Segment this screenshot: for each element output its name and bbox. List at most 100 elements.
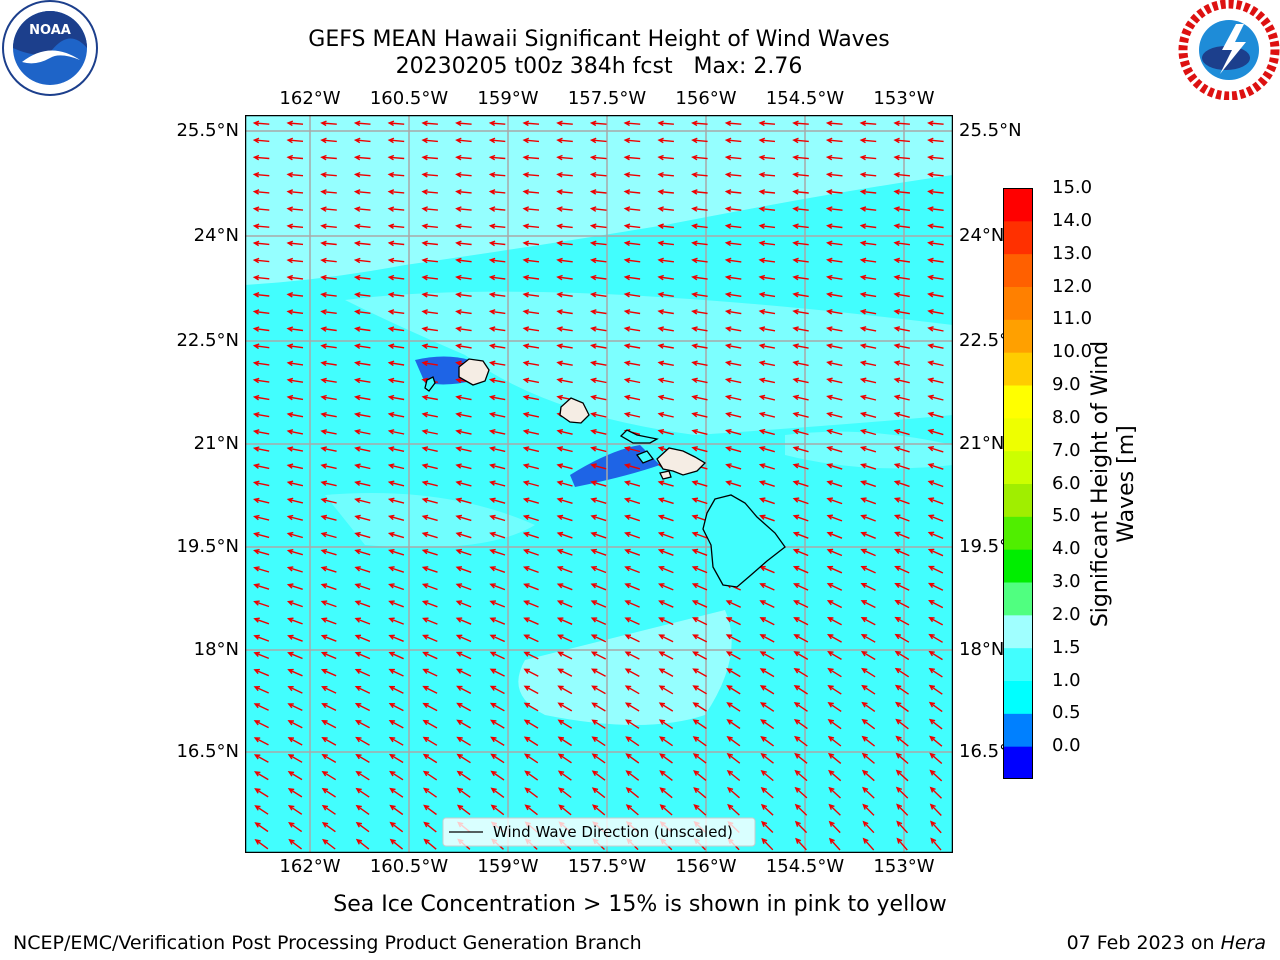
wind-wave-arrow bbox=[657, 377, 674, 384]
wind-wave-arrow bbox=[825, 120, 843, 127]
wind-wave-arrow bbox=[455, 240, 472, 247]
wind-wave-arrow bbox=[927, 343, 944, 349]
wind-wave-arrow bbox=[286, 240, 304, 247]
wind-wave-arrow bbox=[590, 463, 607, 470]
wind-wave-arrow bbox=[388, 600, 404, 608]
wind-wave-arrow bbox=[252, 429, 270, 435]
wind-wave-arrow bbox=[927, 206, 944, 212]
colorbar-tick: 2.0 bbox=[1052, 603, 1081, 625]
wind-wave-arrow bbox=[861, 752, 875, 764]
wind-wave-arrow bbox=[590, 548, 607, 556]
wind-wave-arrow bbox=[523, 634, 539, 643]
wind-wave-arrow bbox=[286, 360, 304, 367]
wind-wave-arrow bbox=[893, 343, 910, 349]
wind-wave-arrow bbox=[623, 377, 641, 384]
wind-wave-arrow bbox=[252, 480, 270, 487]
lon-tick: 153°W bbox=[873, 88, 935, 109]
wind-wave-arrow bbox=[353, 274, 371, 281]
wind-wave-arrow bbox=[724, 154, 742, 161]
wind-wave-arrow bbox=[589, 171, 607, 178]
wind-wave-arrow bbox=[792, 497, 809, 505]
wind-wave-arrow bbox=[893, 154, 910, 161]
wind-wave-arrow bbox=[794, 769, 808, 782]
wind-wave-arrow bbox=[286, 274, 304, 281]
wind-wave-arrow bbox=[320, 514, 337, 521]
wind-wave-arrow bbox=[759, 651, 775, 660]
wind-wave-arrow bbox=[724, 257, 742, 264]
wind-wave-arrow bbox=[286, 463, 304, 470]
wind-wave-arrow bbox=[759, 668, 775, 678]
wind-wave-arrow bbox=[793, 651, 809, 661]
colorbar-cell bbox=[1003, 647, 1033, 681]
wind-wave-arrow bbox=[758, 240, 776, 247]
wind-wave-arrow bbox=[927, 291, 944, 298]
wind-wave-arrow bbox=[792, 120, 809, 127]
wind-wave-arrow bbox=[286, 343, 304, 349]
wind-wave-arrow bbox=[422, 787, 438, 798]
wind-wave-arrow bbox=[726, 685, 741, 695]
lat-tick: 18°N bbox=[959, 639, 1005, 660]
wind-wave-arrow bbox=[387, 531, 405, 539]
wind-wave-arrow bbox=[758, 463, 776, 470]
wind-wave-arrow bbox=[388, 736, 404, 746]
wind-wave-arrow bbox=[388, 668, 404, 677]
legend: Wind Wave Direction (unscaled) bbox=[442, 817, 756, 847]
wind-wave-arrow bbox=[826, 223, 843, 229]
wind-wave-arrow bbox=[793, 702, 808, 712]
wind-wave-arrow bbox=[623, 291, 641, 298]
wind-wave-arrow bbox=[859, 120, 877, 127]
wind-wave-arrow bbox=[286, 137, 304, 144]
wind-wave-arrow bbox=[387, 497, 405, 504]
wind-wave-arrow bbox=[489, 651, 505, 660]
wind-wave-arrow bbox=[321, 770, 337, 781]
wind-wave-arrow bbox=[826, 497, 843, 505]
wind-wave-arrow bbox=[388, 549, 405, 556]
wind-wave-arrow bbox=[287, 720, 303, 729]
wind-wave-arrow bbox=[355, 787, 370, 798]
wind-wave-arrow bbox=[286, 394, 304, 401]
wind-wave-arrow bbox=[320, 583, 337, 591]
wind-wave-arrow bbox=[625, 719, 640, 729]
wind-wave-arrow bbox=[859, 137, 877, 144]
wind-wave-arrow bbox=[455, 531, 472, 539]
wind-wave-arrow bbox=[658, 566, 674, 574]
wind-wave-arrow bbox=[590, 377, 607, 384]
wind-wave-arrow bbox=[758, 411, 776, 418]
wind-wave-arrow bbox=[792, 206, 809, 212]
wind-wave-arrow bbox=[896, 837, 908, 851]
wind-wave-arrow bbox=[659, 736, 673, 747]
wind-wave-arrow bbox=[456, 770, 471, 781]
wind-wave-arrow bbox=[254, 822, 269, 833]
wind-wave-arrow bbox=[590, 634, 607, 643]
wind-wave-arrow bbox=[724, 377, 742, 384]
wind-wave-arrow bbox=[456, 804, 471, 816]
wind-wave-arrow bbox=[624, 685, 640, 695]
wind-wave-arrow bbox=[657, 394, 674, 401]
wind-wave-arrow bbox=[389, 770, 404, 781]
lat-tick: 25.5°N bbox=[176, 120, 239, 141]
lon-tick: 162°W bbox=[279, 88, 341, 109]
wind-wave-arrow bbox=[860, 565, 876, 574]
wind-wave-arrow bbox=[556, 189, 573, 195]
wind-wave-arrow bbox=[826, 428, 843, 436]
wind-wave-arrow bbox=[827, 752, 842, 764]
colorbar-tick: 0.0 bbox=[1052, 735, 1081, 757]
wind-wave-arrow bbox=[794, 752, 808, 764]
island-niihau bbox=[424, 376, 436, 392]
wind-wave-arrow bbox=[928, 616, 944, 626]
wind-wave-arrow bbox=[286, 292, 304, 298]
wind-wave-arrow bbox=[893, 171, 910, 178]
wind-wave-arrow bbox=[724, 171, 742, 178]
wind-wave-arrow bbox=[826, 257, 843, 264]
wind-wave-arrow bbox=[455, 497, 472, 504]
wind-wave-arrow bbox=[252, 309, 270, 315]
wind-wave-arrow bbox=[859, 377, 877, 384]
wind-wave-arrow bbox=[859, 257, 877, 264]
island-lanai bbox=[635, 450, 655, 464]
wind-wave-arrow bbox=[826, 309, 843, 315]
wind-wave-arrow bbox=[354, 360, 371, 367]
wind-wave-arrow bbox=[421, 137, 438, 144]
wind-wave-arrow bbox=[286, 412, 304, 418]
wind-wave-arrow bbox=[927, 446, 944, 453]
wind-wave-arrow bbox=[421, 309, 438, 315]
